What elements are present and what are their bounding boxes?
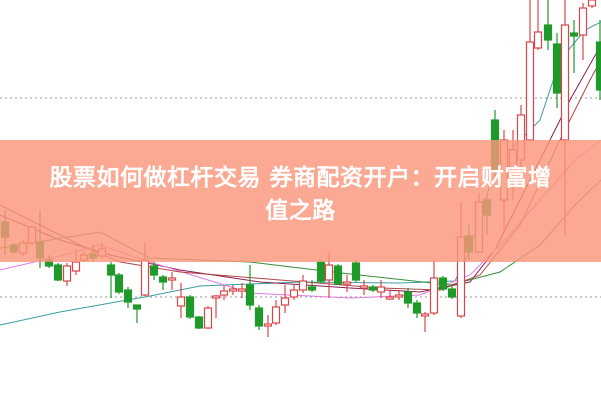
candle-up xyxy=(587,0,597,7)
candle-up xyxy=(219,290,229,296)
candle-up xyxy=(359,285,369,289)
candle-down xyxy=(53,264,63,281)
candle-down xyxy=(351,262,361,281)
candle-down xyxy=(149,265,159,276)
candle-up xyxy=(429,277,439,314)
candle-down xyxy=(368,286,378,291)
candle-up xyxy=(298,280,308,291)
candle-down xyxy=(114,274,124,293)
candle-down xyxy=(106,264,116,276)
candle-down xyxy=(307,286,317,291)
candle-up xyxy=(203,307,213,329)
candle-down xyxy=(403,291,413,304)
candle-up xyxy=(237,288,247,292)
candle-up xyxy=(271,306,281,324)
candle-down xyxy=(543,24,553,41)
candle-up xyxy=(140,259,150,296)
title-banner xyxy=(0,140,601,262)
candle-down xyxy=(438,277,448,290)
candle-up xyxy=(578,7,588,36)
candle-down xyxy=(447,288,457,298)
candle-up xyxy=(263,323,273,327)
candle-up xyxy=(394,294,404,298)
candle-down xyxy=(254,307,264,327)
candle-up xyxy=(289,289,299,298)
candle-up xyxy=(324,264,334,281)
candle-down xyxy=(123,289,133,303)
candle-down xyxy=(595,41,601,91)
candle-up xyxy=(376,286,386,293)
candle-up xyxy=(176,296,186,307)
candle-up xyxy=(167,277,177,281)
candle-down xyxy=(132,304,142,310)
candle-down xyxy=(194,316,204,329)
title-line-1: 股票如何做杠杆交易 券商配资开户：开启财富增 xyxy=(49,165,552,191)
candle-up xyxy=(62,265,72,282)
candle-up xyxy=(385,296,395,300)
candle-up xyxy=(71,261,81,272)
candle-up xyxy=(280,297,290,306)
candle-down xyxy=(412,302,422,314)
article-title: 股票如何做杠杆交易 券商配资开户：开启财富增 值之路 xyxy=(10,162,591,228)
candle-down xyxy=(552,43,562,94)
candle-down xyxy=(185,296,195,318)
candle-down xyxy=(333,265,343,285)
candle-up xyxy=(525,41,535,141)
candle-up xyxy=(228,288,238,292)
title-line-2: 值之路 xyxy=(265,198,336,224)
candle-up xyxy=(533,31,543,49)
candle-down xyxy=(245,284,255,306)
candle-down xyxy=(316,261,326,282)
candle-down xyxy=(158,276,168,283)
candle-up xyxy=(342,281,352,285)
candle-up xyxy=(560,24,570,141)
candle-down xyxy=(569,32,579,37)
candle-up xyxy=(211,295,221,299)
candle-up xyxy=(420,313,430,317)
